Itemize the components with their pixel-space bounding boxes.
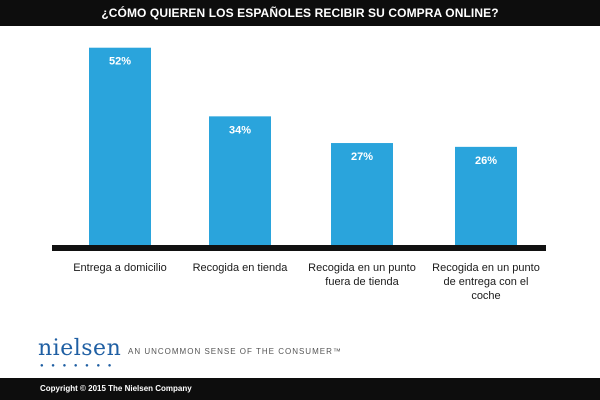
bar-0 [89,47,151,246]
bar-1 [209,116,271,246]
footer-bar: Copyright © 2015 The Nielsen Company [0,378,600,400]
brand-tagline: AN UNCOMMON SENSE OF THE CONSUMER™ [128,347,342,356]
logo-dots-icon: ● ● ● ● ● ● ● [40,363,115,369]
x-axis-baseline [52,245,546,251]
category-label-1-0: Recogida en tienda [193,262,289,274]
copyright-text: Copyright © 2015 The Nielsen Company [40,384,192,393]
bar-2 [331,143,393,246]
category-label-0-0: Entrega a domicilio [73,262,167,274]
nielsen-logo: nielsen [38,336,122,361]
chart-title: ¿CÓMO QUIEREN LOS ESPAÑOLES RECIBIR SU C… [0,0,600,26]
bar-value-label-3: 26% [475,155,497,167]
category-label-3-2: coche [471,290,500,302]
category-label-3-0: Recogida en un punto [432,262,540,274]
bar-value-label-0: 52% [109,56,131,68]
bar-value-label-1: 34% [229,124,251,136]
category-label-3-1: de entrega con el [443,276,528,288]
category-label-2-0: Recogida en un punto [308,262,416,274]
category-label-2-1: fuera de tienda [325,276,399,288]
bar-chart: 52% Entrega a domicilio 34% Recogida en tie… [52,47,546,302]
bar-3 [455,146,517,246]
bar-value-label-2: 27% [351,151,373,163]
